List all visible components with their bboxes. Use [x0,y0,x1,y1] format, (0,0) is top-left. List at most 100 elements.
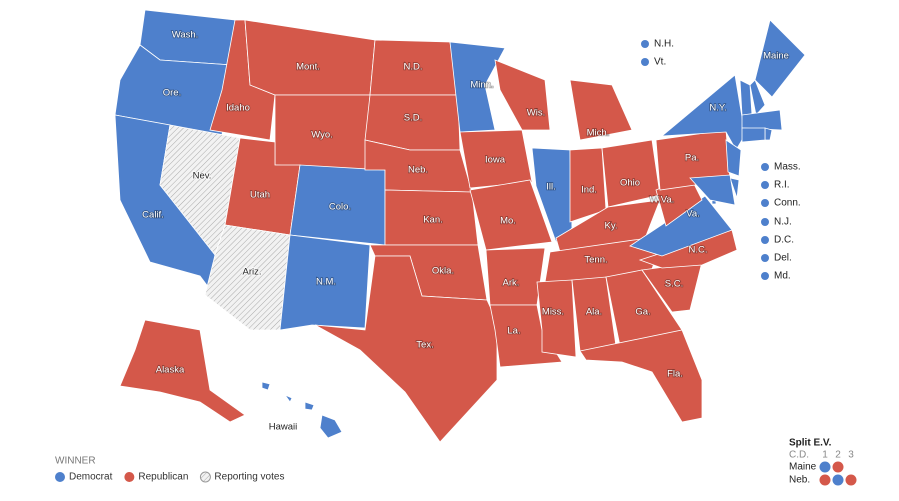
legends: N.H. Vt. Mass. R.I. Conn. N.J. D.C. Del. Md. WINN… [55,39,857,486]
state-label: Kan. [423,215,443,226]
state-label: Ohio [620,178,640,189]
state-label: Calif. [142,210,164,221]
district-number: 3 [848,450,854,461]
state-label: Nev. [193,171,212,182]
state [689,174,736,206]
state-label: N.H. [654,39,674,50]
state-label: Mont. [296,62,320,73]
legend-swatch [199,471,211,483]
state-label: W.Va. [650,195,675,206]
state-label: Miss. [542,307,564,318]
split-state: Neb. [789,475,810,486]
state [725,139,742,177]
district-result [845,474,857,486]
state-label: N.Y. [709,103,726,114]
state [569,79,633,141]
state-label: Utah [250,190,270,201]
district-result [819,474,831,486]
state-dot [761,163,769,171]
state-label: Mo. [500,216,516,227]
district-result [832,474,844,486]
state-labels: Wash. Ore. Calif. Nev. Idaho Mont. Wyo. Utah Ari… [141,29,789,434]
legend-label: Democrat [69,472,113,483]
state [319,414,343,439]
state-label: Ark. [503,278,520,289]
state-label: Idaho [226,103,250,114]
state [244,19,376,96]
legend-label: Republican [138,472,188,483]
state-label: Wis. [527,108,545,119]
state-label: Ind. [581,185,597,196]
state-label: N.M. [316,277,336,288]
legend-title: WINNER [55,456,96,467]
state-dot [641,58,649,66]
district-result [819,461,831,473]
state-label: Neb. [408,165,428,176]
state-dot [761,236,769,244]
state-label: R.I. [774,180,790,191]
state-label: Conn. [774,198,801,209]
states [114,9,806,443]
state [283,394,293,403]
state [304,401,315,411]
state [729,177,740,199]
state-label: Wyo. [311,130,333,141]
split-title: Split E.V. [789,438,832,449]
state-dot [761,181,769,189]
state-dot [761,254,769,262]
state [279,234,371,331]
state-label: Maine [763,51,789,62]
state-label: La. [507,326,520,337]
state-label: S.D. [404,113,422,124]
state-label: Pa. [685,153,699,164]
state-label: Ariz. [243,267,262,278]
state-dot [761,199,769,207]
state-label: Ky. [604,221,617,232]
split-state: Maine [789,462,817,473]
state [485,247,546,306]
district-result [832,461,844,473]
state-label: Ga. [635,307,650,318]
state-label: D.C. [774,235,794,246]
state [314,255,498,443]
state [469,179,553,251]
state [764,127,773,141]
state-label: Ill. [546,182,556,193]
state-label: Mich. [587,128,610,139]
state [536,279,577,358]
state-label: Wash. [172,30,199,41]
state [449,41,506,133]
state-label: Okla. [432,266,454,277]
state-label: Fla. [667,369,683,380]
state [261,381,271,391]
state-label: Ore. [163,88,181,99]
state-dot [761,218,769,226]
state-label: Md. [774,271,791,282]
state-label: Vt. [654,57,666,68]
state-label: N.D. [404,62,423,73]
state [119,319,246,423]
legend-swatch [55,472,65,482]
state-label: Del. [774,253,792,264]
state-label: Minn. [470,80,493,91]
state-dot [761,272,769,280]
state [459,129,533,189]
state-label: Tenn. [584,255,607,266]
state-label: Va. [686,209,700,220]
district-number: 2 [835,450,841,461]
state-label: S.C. [665,279,683,290]
state-label: Tex. [416,340,433,351]
state [739,79,753,116]
split-subtitle: C.D. [789,450,809,461]
state [555,199,661,253]
state [494,59,551,131]
state-label: N.C. [689,245,708,256]
legend-label: Reporting votes [214,472,284,483]
state-dot [641,40,649,48]
state-label: N.J. [774,217,792,228]
state [741,127,766,143]
state [754,19,806,98]
state [660,74,746,151]
state-label: Hawaii [269,422,298,433]
